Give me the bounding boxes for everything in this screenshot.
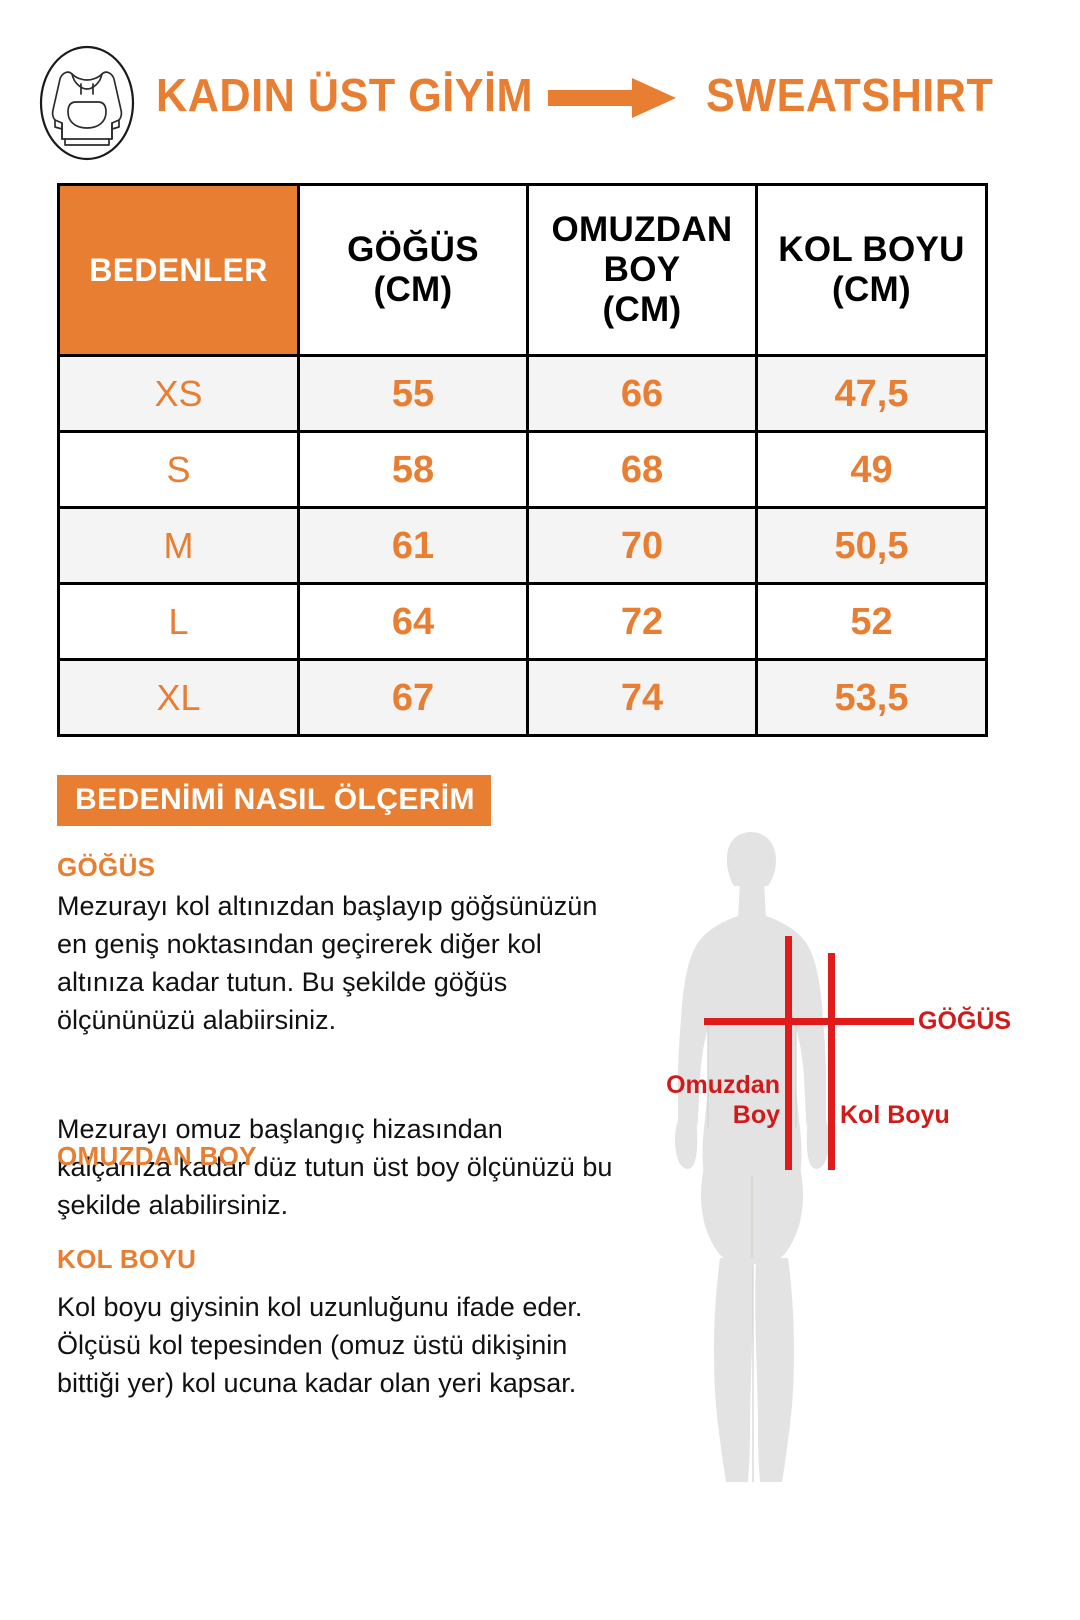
sleeve-measure-line [828,953,835,1170]
hoodie-icon [38,44,136,162]
cell-sleeve: 49 [755,430,988,509]
column-header-length: OMUZDAN BOY (CM) [526,183,758,357]
table-header-row: BEDENLER GÖĞÜS (CM) OMUZDAN BOY (CM) KOL… [57,183,988,357]
column-header-sizes-label: BEDENLER [89,252,268,288]
cell-size: XL [57,658,300,737]
column-header-length-line3: (CM) [602,290,682,329]
table-row: XS 55 66 47,5 [57,354,988,433]
cell-chest: 61 [297,506,529,585]
cell-chest: 67 [297,658,529,737]
diagram-label-chest: GÖĞÜS [918,1007,1012,1035]
how-to-measure-badge: BEDENİMİ NASIL ÖLÇERİM [57,775,491,826]
cell-size: L [57,582,300,661]
column-header-chest-line1: GÖĞÜS [347,230,479,269]
section-body-length: Mezurayı omuz başlangıç hizasından kalça… [57,1114,613,1220]
female-body-silhouette-icon [675,832,829,1482]
section-body-sleeve: Kol boyu giysinin kol uzunluğunu ifade e… [57,1292,583,1398]
section-body-chest: Mezurayı kol altınızdan başlayıp göğsünü… [57,891,598,1035]
length-measure-line [785,936,792,1170]
section-heading-length: OMUZDAN BOY [57,1141,257,1171]
cell-size: S [57,430,300,509]
section-heading-chest: GÖĞÜS [57,852,156,882]
size-chart-table: BEDENLER GÖĞÜS (CM) OMUZDAN BOY (CM) KOL… [57,183,988,737]
column-header-sleeve-line1: KOL BOYU [778,230,965,269]
column-header-chest: GÖĞÜS (CM) [297,183,529,357]
cell-size: XS [57,354,300,433]
product-title: SWEATSHIRT [706,69,994,121]
cell-length: 72 [526,582,758,661]
section-heading-sleeve: KOL BOYU [57,1244,197,1274]
cell-length: 68 [526,430,758,509]
column-header-length-line2: BOY [603,250,681,289]
cell-chest: 55 [297,354,529,433]
cell-length: 74 [526,658,758,737]
right-arrow-icon [548,78,676,118]
column-header-chest-line2: (CM) [373,270,453,309]
column-header-sleeve: KOL BOYU (CM) [755,183,988,357]
cell-chest: 58 [297,430,529,509]
cell-size: M [57,506,300,585]
measurement-diagram: GÖĞÜS Omuzdan Boy Kol Boyu [620,828,1060,1488]
category-title: KADIN ÜST GİYİM [156,69,533,121]
cell-length: 66 [526,354,758,433]
table-row: M 61 70 50,5 [57,506,988,585]
chest-measure-line [704,1018,914,1025]
diagram-label-length: Omuzdan Boy [648,1070,780,1130]
column-header-length-line1: OMUZDAN [551,210,733,249]
table-row: S 58 68 49 [57,430,988,509]
cell-sleeve: 53,5 [755,658,988,737]
cell-sleeve: 50,5 [755,506,988,585]
table-row: L 64 72 52 [57,582,988,661]
cell-length: 70 [526,506,758,585]
cell-sleeve: 52 [755,582,988,661]
column-header-sleeve-line2: (CM) [832,270,911,309]
diagram-label-sleeve: Kol Boyu [840,1101,950,1129]
cell-chest: 64 [297,582,529,661]
cell-sleeve: 47,5 [755,354,988,433]
column-header-sizes: BEDENLER [57,183,300,357]
diagram-label-length-line1: Omuzdan [666,1071,780,1099]
table-row: XL 67 74 53,5 [57,658,988,737]
diagram-label-length-line2: Boy [732,1101,780,1129]
page-header: KADIN ÜST GİYİM SWEATSHIRT [0,0,1080,178]
